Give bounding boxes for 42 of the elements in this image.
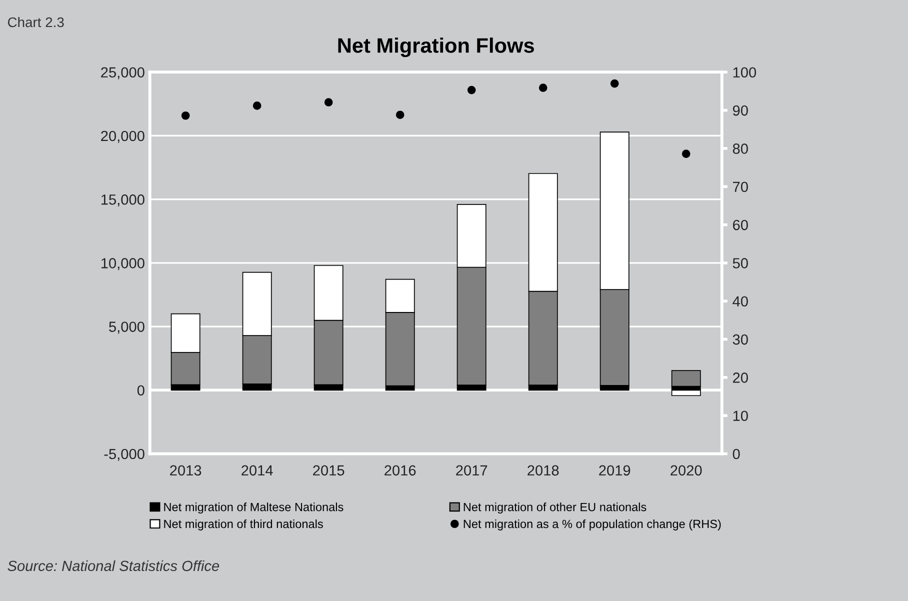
x-tick-label: 2016 (384, 465, 416, 476)
y-tick-label: 10,000 (101, 258, 144, 270)
x-tick-label: 2020 (670, 465, 702, 476)
source-note: Source: National Statistics Office (8, 560, 220, 572)
caption: Chart 2.3 (8, 16, 64, 28)
legend-label: Net migration of third nationals (164, 519, 323, 530)
bar (671, 370, 701, 387)
legend-label: Net migration of Maltese Nationals (164, 502, 344, 514)
x-tick-label: 2013 (170, 465, 202, 476)
y2-tick-label: 10 (733, 410, 748, 422)
point (538, 84, 548, 92)
chart-title: Net Migration Flows (338, 38, 534, 58)
point (682, 150, 690, 158)
x-tick-label: 2015 (313, 465, 344, 476)
y-tick-label: 15,000 (101, 194, 144, 206)
y2-tick-label: 50 (732, 258, 748, 268)
point (252, 102, 262, 110)
y2-tick-label: 100 (733, 67, 756, 78)
x-tick-label: 2017 (456, 465, 488, 476)
x-tick-label: 2019 (599, 465, 630, 476)
y2-tick-label: 40 (732, 296, 748, 307)
y2-tick-label: 90 (732, 105, 748, 116)
y2-tick-label: 80 (732, 144, 748, 154)
y-tick-label: 25,000 (101, 67, 144, 80)
point (324, 98, 333, 106)
point (181, 111, 190, 120)
y-tick-label: 20,000 (101, 130, 144, 143)
point (610, 79, 619, 88)
y2-tick-label: 20 (733, 372, 748, 383)
y2-tick-label: 70 (733, 182, 748, 192)
y2-tick-label: 30 (732, 334, 748, 345)
y-tick-label: 0 (137, 385, 144, 396)
x-tick-label: 2018 (528, 465, 559, 476)
legend-label: Net migration as a % of population change (RHS) (464, 519, 721, 530)
x-tick-label: 2014 (242, 465, 273, 476)
y-tick-label: -5,000 (104, 448, 144, 461)
point (467, 86, 476, 94)
y2-tick-label: 60 (733, 220, 748, 230)
y-tick-label: 5,000 (109, 322, 144, 334)
legend-label: Net migration of other EU nationals (464, 502, 646, 514)
y2-tick-label: 0 (732, 448, 740, 460)
point (396, 110, 404, 120)
